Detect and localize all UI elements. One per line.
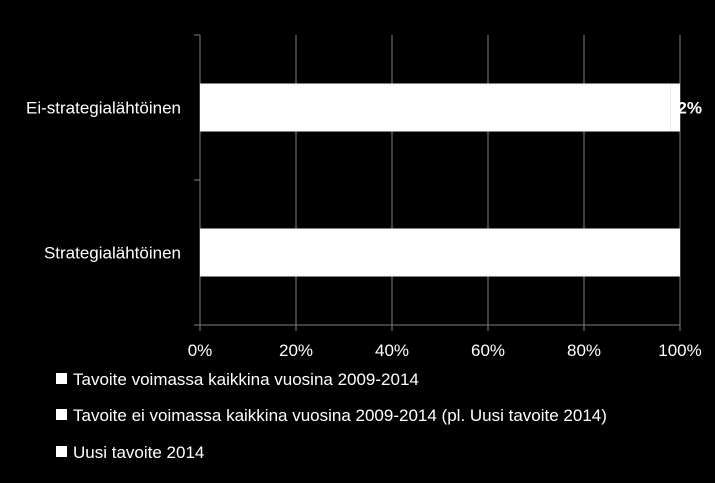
category-labels: Ei-strategialähtöinen Strategialähtöinen xyxy=(26,99,181,263)
legend-swatch-2 xyxy=(56,446,67,457)
legend-swatch-0 xyxy=(56,373,67,384)
data-labels: 2% xyxy=(677,99,702,118)
x-tick-label-3: 60% xyxy=(471,341,505,360)
data-label-0: 2% xyxy=(677,99,702,118)
bars xyxy=(200,83,680,277)
x-tick-label-5: 100% xyxy=(658,341,701,360)
legend-label-0: Tavoite voimassa kaikkina vuosina 2009-2… xyxy=(73,370,419,389)
legend-label-2: Uusi tavoite 2014 xyxy=(73,443,205,462)
legend-label-1: Tavoite ei voimassa kaikkina vuosina 200… xyxy=(73,406,607,425)
category-label-1: Strategialähtöinen xyxy=(44,244,181,263)
x-tick-label-1: 20% xyxy=(279,341,313,360)
bar-0-0 xyxy=(200,83,671,132)
legend-item-0: Tavoite voimassa kaikkina vuosina 2009-2… xyxy=(56,370,419,390)
legend-swatch-1 xyxy=(56,409,67,420)
value-axis xyxy=(194,34,681,331)
x-tick-labels: 0% 20% 40% 60% 80% 100% xyxy=(188,341,702,360)
gridlines xyxy=(199,35,681,325)
x-tick-label-4: 80% xyxy=(567,341,601,360)
legend-item-2: Uusi tavoite 2014 xyxy=(56,443,204,463)
x-tick-label-2: 40% xyxy=(375,341,409,360)
legend-item-1: Tavoite ei voimassa kaikkina vuosina 200… xyxy=(56,406,607,426)
bar-1-0 xyxy=(200,228,680,277)
category-label-0: Ei-strategialähtöinen xyxy=(26,99,181,118)
x-tick-label-0: 0% xyxy=(188,341,213,360)
bar-0-2 xyxy=(670,83,680,132)
